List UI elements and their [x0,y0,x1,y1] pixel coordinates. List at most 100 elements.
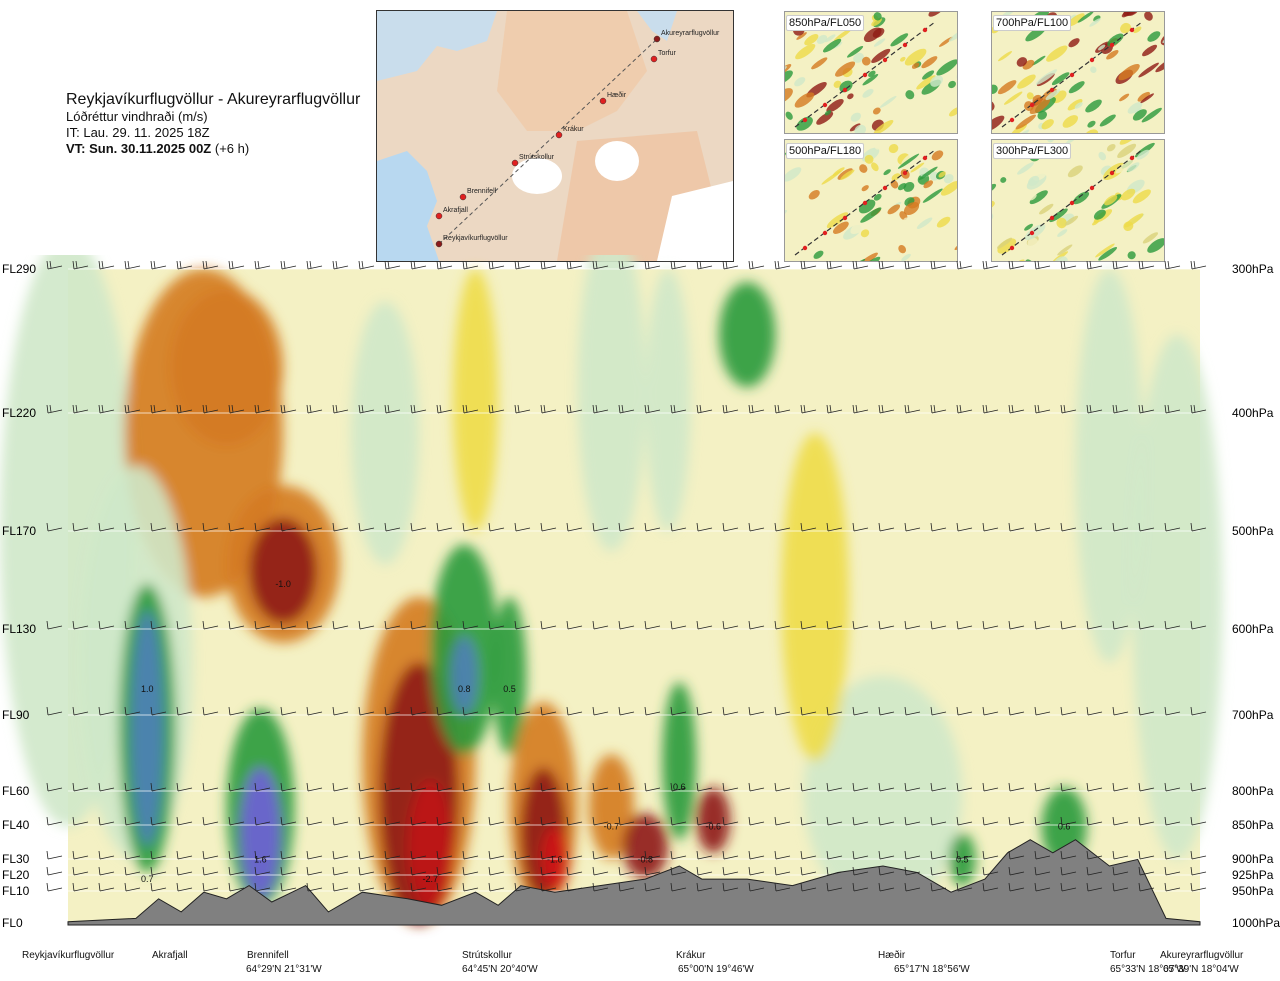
wind-barb [384,260,401,270]
minimap-cell [1046,45,1068,62]
wind-barb [644,850,661,860]
wind-barb [1112,260,1129,270]
wind-barb [540,404,557,414]
wind-barb [878,260,895,270]
minimap-cell [1121,188,1136,201]
wind-barb [124,706,141,716]
wind-barb [618,706,635,716]
wind-barb [982,404,999,414]
wind-barb [826,782,843,792]
wind-barb [306,882,323,892]
wind-barb [462,882,479,892]
minimap-cell [859,164,868,173]
wind-barb [1164,260,1181,270]
wind-barb [774,816,791,826]
flight-level-label: FL220 [2,406,36,420]
wind-barb [1008,522,1025,532]
wind-barb [72,816,89,826]
wind-barb [306,816,323,826]
minimap-cell [1142,44,1158,57]
wind-barb [462,522,479,532]
wind-barb [800,882,817,892]
wind-barb [1112,850,1129,860]
minimap-waypoint [882,57,888,63]
wind-barb [72,260,89,270]
wind-barb [566,882,583,892]
wind-barb [1190,404,1207,414]
minimap-cell [1138,62,1159,78]
wind-barb [1190,882,1207,892]
location-label: Strútskollur [462,950,513,961]
wind-barb [228,620,245,630]
wind-barb [46,404,63,414]
wind-barb [1060,620,1077,630]
wind-barb [670,816,687,826]
minimap-700: 700hPa/FL100 [968,0,1192,161]
wind-barb [982,850,999,860]
minimap-cell [916,75,936,90]
wind-barb [774,522,791,532]
wind-barb [904,866,921,876]
wind-barb [436,782,453,792]
minimap-waypoint [862,72,868,78]
wind-barb [306,850,323,860]
wind-barb [514,404,531,414]
wind-barb [98,816,115,826]
wind-barb [670,882,687,892]
wind-barb [956,522,973,532]
flight-level-label: FL290 [2,262,36,276]
wind-barb [1190,782,1207,792]
wind-barb [618,850,635,860]
wind-barb [956,816,973,826]
wind-barb [696,706,713,716]
value-label: 0.5 [503,684,516,694]
wind-barb [306,620,323,630]
wind-barb [1060,522,1077,532]
wind-barb [1190,260,1207,270]
wind-barb [1060,260,1077,270]
map-waypoints: Akureyrarflugvöllur Torfur Hæðir Krákur Strú… [435,30,720,248]
wind-barb [98,866,115,876]
pressure-level-label: 950hPa [1232,884,1274,898]
minimap-cell [875,141,885,150]
wind-barb [176,620,193,630]
wind-barb [410,522,427,532]
minimap-cell [847,93,854,100]
wind-barb [800,850,817,860]
wind-barb [176,522,193,532]
map-waypoint-label: Akureyrarflugvöllur [661,30,720,37]
wind-barb [566,866,583,876]
value-label: 0.7 [141,874,154,884]
map-waypoint-marker [555,131,563,139]
wind-barb [254,866,271,876]
wind-barb [774,404,791,414]
minimap-cell [862,88,874,98]
wind-barb [878,816,895,826]
minimap-cell [936,216,951,228]
wind-barb [592,404,609,414]
wind-barb [982,260,999,270]
wind-barb [202,260,219,270]
minimap-cell [1017,74,1036,89]
wind-barb [1164,866,1181,876]
minimap-cell [833,221,849,234]
wind-barb [1008,706,1025,716]
value-label: 0.6 [1058,822,1071,832]
wind-barb [696,620,713,630]
wind-barb [202,816,219,826]
wind-barb [384,866,401,876]
minimap-route [1001,21,1143,128]
minimap-cell [1127,162,1140,172]
wind-barb [410,866,427,876]
map-waypoint-marker [599,97,607,105]
location-label: Brennifell [247,950,289,961]
minimap-cell [1050,239,1060,249]
wind-barb [1190,522,1207,532]
wind-barb [72,706,89,716]
pressure-level-label: 925hPa [1232,868,1274,882]
wind-barb [722,850,739,860]
wind-barb [514,706,531,716]
minimap-waypoint [882,185,888,191]
wind-barb [1086,782,1103,792]
wind-barb [748,850,765,860]
